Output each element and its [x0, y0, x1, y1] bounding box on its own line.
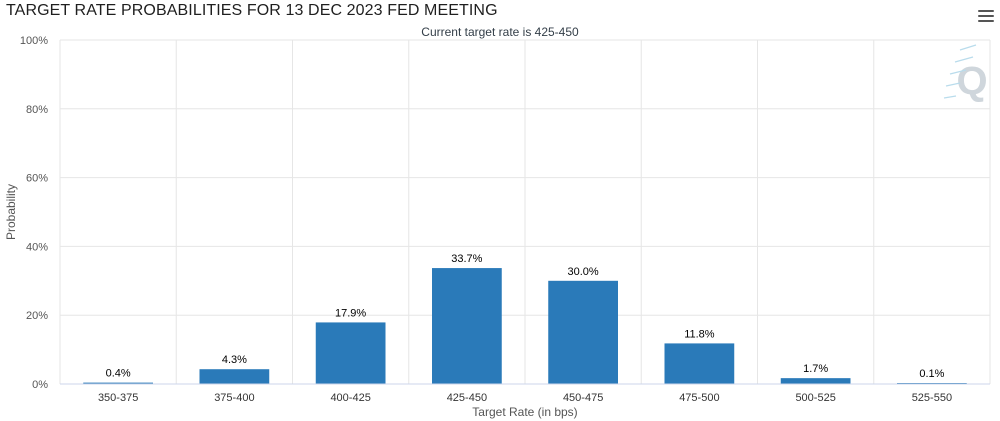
bar-425-450[interactable]: [432, 268, 502, 384]
watermark-stroke: [943, 95, 957, 99]
y-tick-label: 80%: [26, 104, 48, 116]
y-tick-label: 0%: [32, 379, 48, 391]
x-axis-ticks: 350-375 375-400 400-425 425-450 450-475 475-5…: [98, 392, 952, 404]
watermark-stroke: [949, 69, 967, 75]
bar-350-375[interactable]: [83, 382, 153, 384]
bar-375-400[interactable]: [199, 369, 270, 384]
watermark-stroke: [954, 56, 974, 63]
watermark-stroke: [959, 44, 977, 51]
bar-475-500[interactable]: [664, 343, 735, 384]
data-label-375-400: 4.3%: [222, 354, 247, 366]
chart-subtitle: Current target rate is 425-450: [421, 25, 579, 39]
x-tick-label: 375-400: [214, 392, 254, 404]
watermark-q: Q: [956, 59, 987, 103]
y-axis-ticks: 0% 20% 40% 60% 80% 100%: [20, 35, 48, 391]
x-tick-label: 350-375: [98, 392, 138, 404]
x-tick-label: 425-450: [447, 392, 487, 404]
watermark-logo: Q: [943, 44, 988, 103]
watermark-stroke: [945, 82, 961, 87]
x-tick-label: 525-550: [912, 392, 952, 404]
x-tick-label: 400-425: [330, 392, 370, 404]
y-tick-label: 100%: [20, 35, 48, 47]
bar-450-475[interactable]: [548, 280, 618, 384]
bar-400-425[interactable]: [315, 322, 386, 384]
y-tick-label: 40%: [26, 241, 48, 253]
data-label-525-550: 0.1%: [919, 368, 944, 380]
x-tick-label: 450-475: [563, 392, 603, 404]
x-tick-label: 500-525: [795, 392, 835, 404]
grid-lines: [59, 39, 991, 384]
x-axis-title: Target Rate (in bps): [472, 405, 577, 419]
y-tick-label: 20%: [26, 310, 48, 322]
data-label-350-375: 0.4%: [106, 368, 131, 380]
x-tick-label: 475-500: [679, 392, 719, 404]
bar-500-525[interactable]: [780, 378, 851, 384]
data-label-425-450: 33.7%: [451, 253, 482, 265]
data-label-475-500: 11.8%: [684, 328, 715, 340]
bars: [83, 268, 967, 384]
hamburger-menu-icon[interactable]: [978, 10, 994, 24]
data-label-500-525: 1.7%: [803, 363, 828, 375]
data-label-450-475: 30.0%: [568, 266, 599, 278]
y-axis-title: Probability: [4, 184, 18, 240]
chart-title: TARGET RATE PROBABILITIES FOR 13 DEC 202…: [6, 2, 498, 19]
data-label-400-425: 17.9%: [335, 307, 366, 319]
y-tick-label: 60%: [26, 173, 48, 185]
data-labels: 0.4% 4.3% 17.9% 33.7% 30.0% 11.8% 1.7% 0.1%: [106, 253, 945, 380]
